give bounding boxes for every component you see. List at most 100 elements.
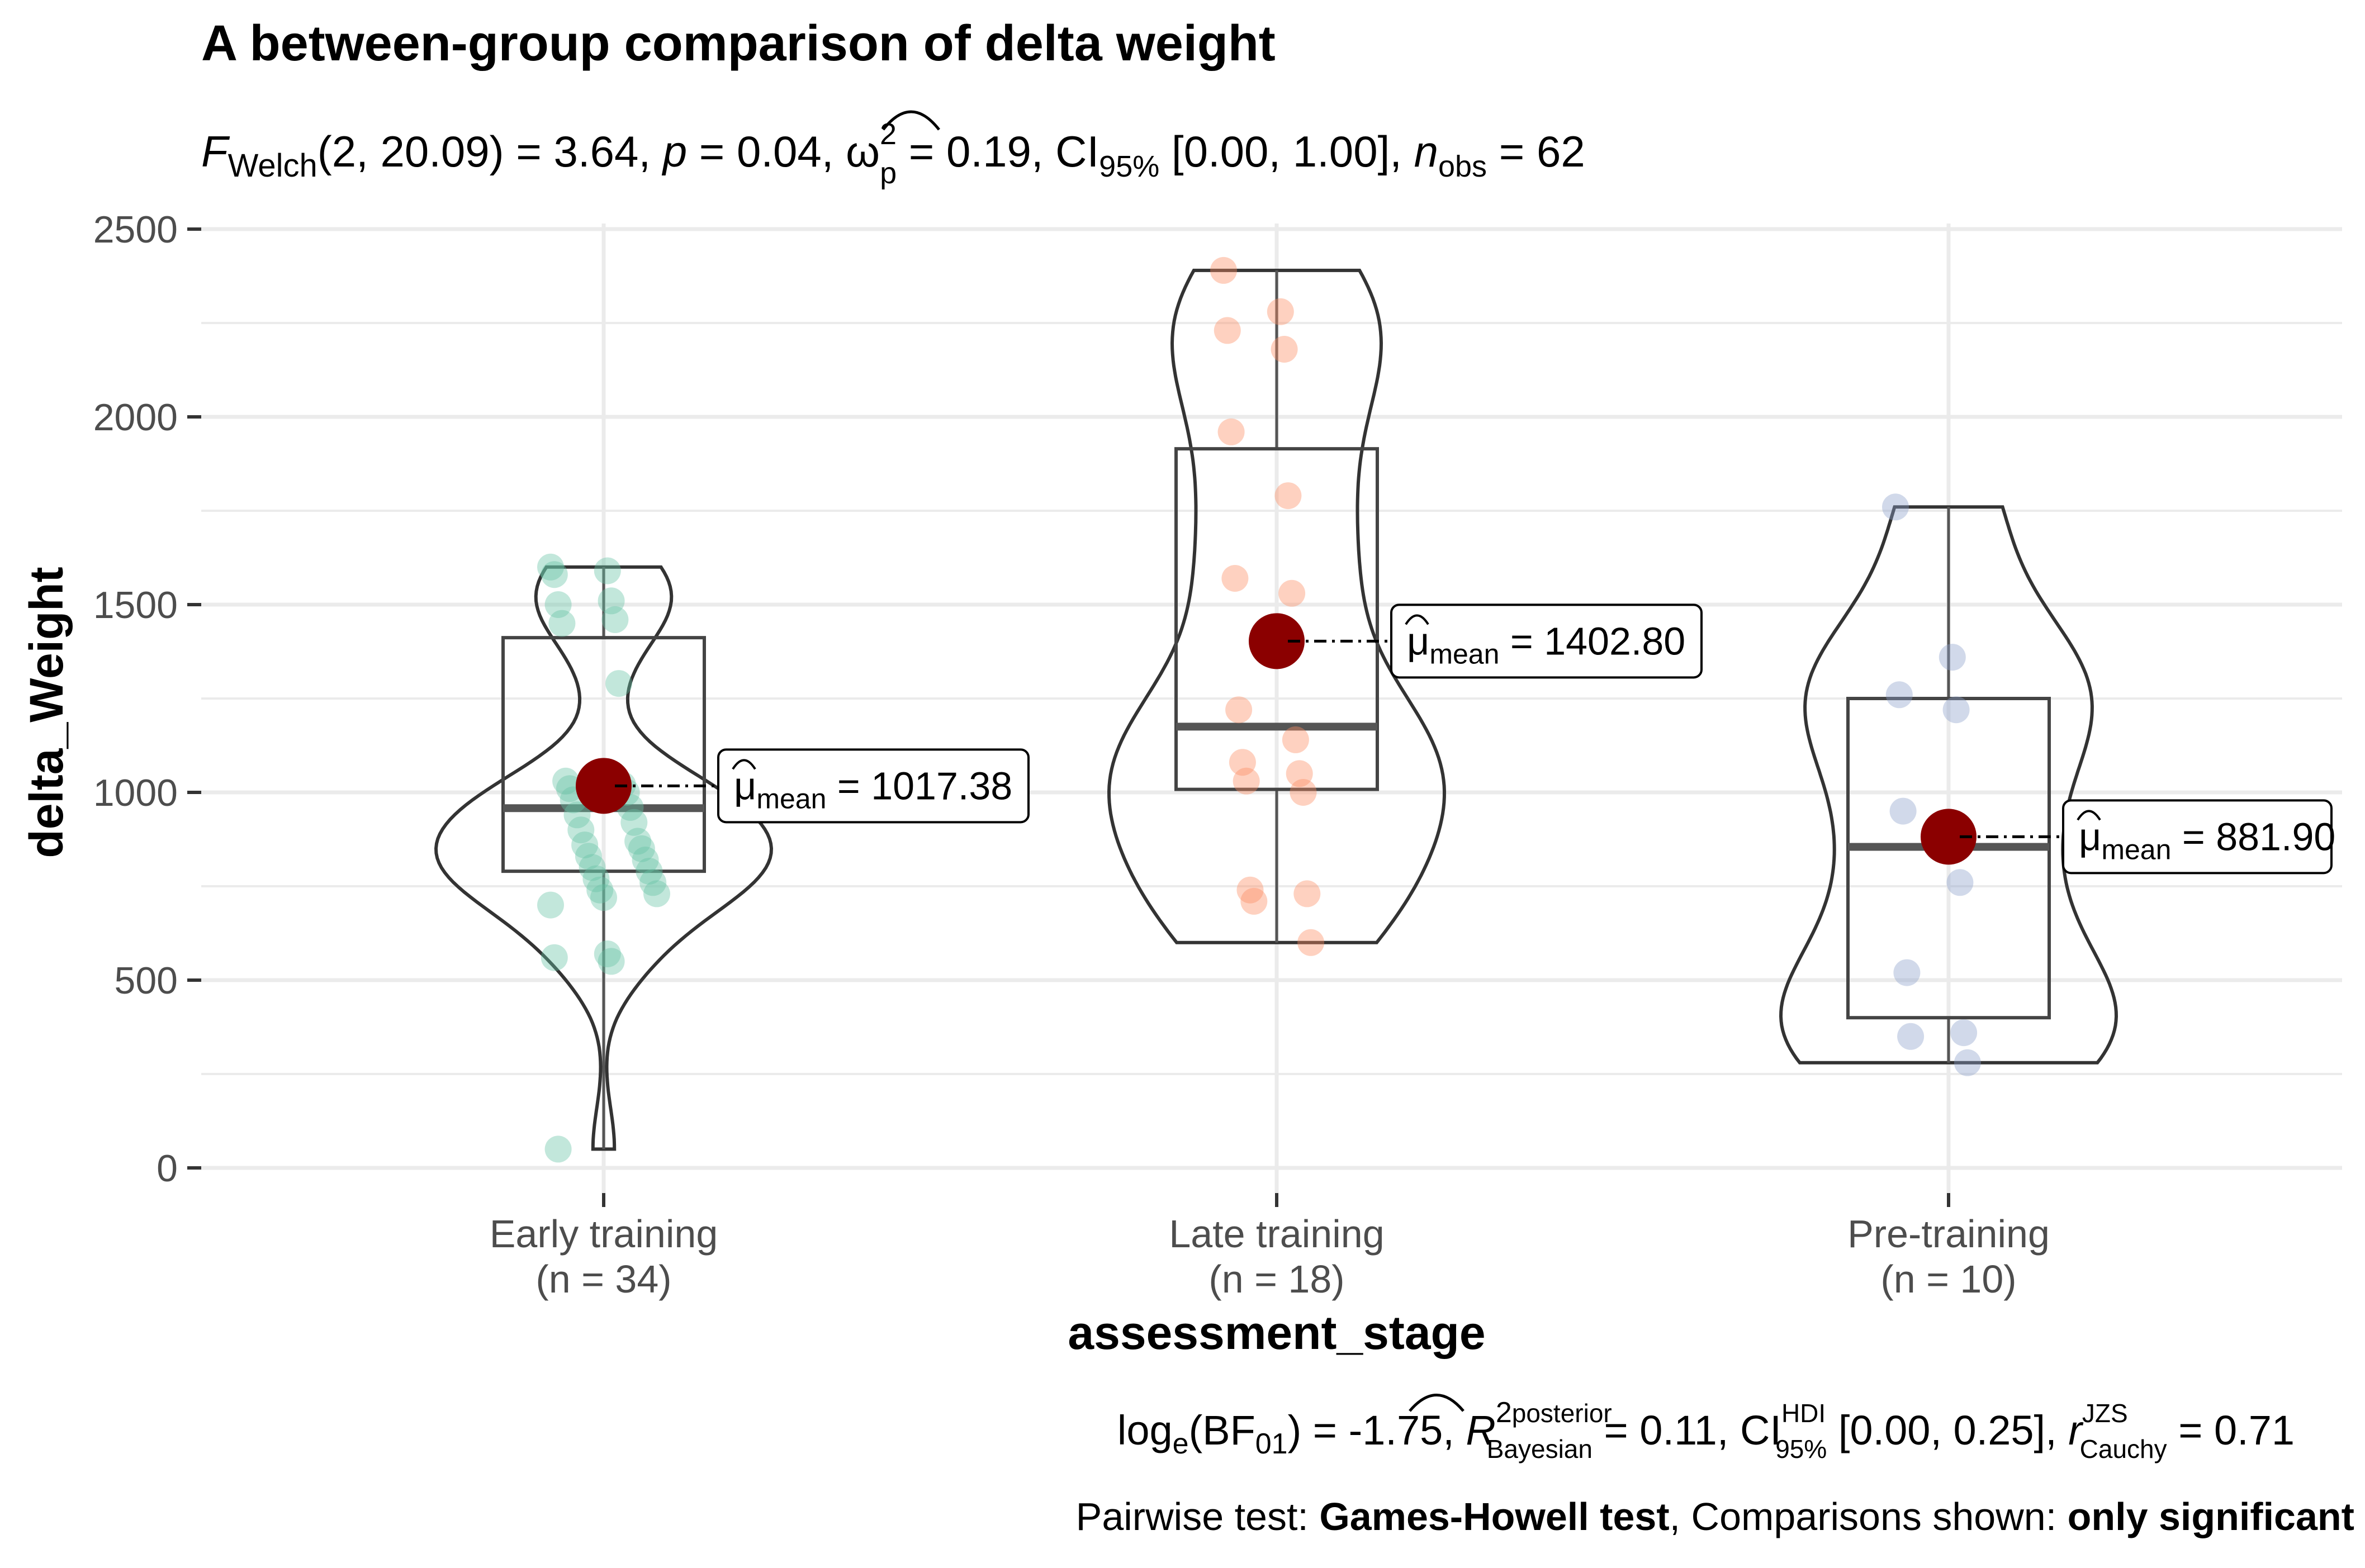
subtitle-df: (2, 20.09) [317,127,504,176]
chart-subtitle: FWelch(2, 20.09) = 3.64, p = 0.04, ω2 p =… [201,117,1585,190]
subtitle-effect-symbol: ω [846,127,880,176]
data-point [1954,1049,1981,1076]
data-point [571,831,599,859]
x-axis: Early training(n = 34)Late training(n = … [490,1193,2050,1301]
data-point [1885,681,1913,709]
caption-r-sup: 2 [1496,1396,1512,1429]
data-point [1236,876,1264,904]
data-point [1240,887,1268,915]
mean-label: μmean = 1402.80 [1407,619,1685,669]
data-point [544,591,572,618]
caption-bf: (BF [1189,1407,1255,1453]
mean-label-symbol: μ [2079,815,2101,858]
data-point [598,587,625,615]
y-tick-label: 2000 [93,396,178,439]
box [501,636,706,873]
chart-title: A between-group comparison of delta weig… [201,16,1276,72]
data-point [563,801,591,829]
data-point [1939,644,1966,671]
data-point [537,891,564,919]
group-early-training: μmean = 1017.38 [434,553,1030,1163]
subtitle-p-value: = 0.04, [687,127,846,176]
data-point [1225,696,1253,724]
caption-rc-sup: JZS [2082,1399,2128,1428]
subtitle-effect-value: = 0.19, CI [897,127,1099,176]
violin [1779,505,2118,1065]
caption-log: log [1117,1407,1173,1453]
caption-r-value: = 0.11, CI [1593,1407,1781,1453]
data-point [1286,760,1313,787]
mean-label-symbol: μ [1407,619,1429,663]
data-point [1271,336,1298,363]
data-point [620,809,648,836]
grid [201,224,2342,1193]
x-tick-count: (n = 18) [1208,1257,1344,1301]
subtitle-ci-sub: 95% [1099,150,1159,183]
data-point [624,828,652,855]
data-point [1229,749,1256,776]
data-point [594,557,621,585]
caption-rc: r [2068,1407,2084,1453]
data-point [1214,317,1241,344]
mean-point [1921,809,1977,865]
mean-label: μmean = 881.90 [2079,815,2335,865]
data-point [628,835,655,862]
mean-label-value: = 1402.80 [1499,619,1685,663]
caption-pairwise-test: Games-Howell test [1319,1495,1669,1538]
y-axis: 0 500 1000 1500 2000 2500 [93,208,201,1190]
data-point [579,854,606,881]
data-point [537,553,564,581]
caption-r-hat [1409,1394,1465,1412]
caption-pairwise: Pairwise test: Games-Howell test, Compar… [1076,1495,2354,1538]
subtitle-n-sub: obs [1438,150,1487,183]
x-tick-label: Pre-training [1847,1212,2050,1256]
caption-bayes: loge(BF01) = -1.75, R2posterior Bayesian … [1117,1396,2295,1464]
subtitle-p-symbol: p [662,127,687,176]
data-point [598,948,625,975]
data-point [639,869,667,896]
data-point [1282,726,1309,753]
data-point [544,1135,572,1163]
subtitle-omega-hat [882,110,940,131]
data-point [590,884,617,911]
subtitle-ci: [0.00, 1.00], [1159,127,1414,176]
data-point [1267,298,1294,325]
data-point [643,880,670,907]
data-point [1290,779,1317,806]
caption-pairwise-prefix: Pairwise test: [1076,1495,1320,1538]
y-tick-label: 1500 [93,584,178,626]
mean-point [1249,613,1305,669]
caption-log-sub: e [1173,1428,1189,1460]
data-point [1293,880,1321,907]
data-point [1950,1019,1978,1047]
data-point [541,561,568,588]
data-point [636,858,663,885]
data-point [1274,482,1302,510]
mean-label-hat [2077,810,2101,821]
mean-label: μmean = 1017.38 [734,764,1012,814]
data-point [1893,959,1921,986]
caption-r-sub: Bayesian [1487,1434,1593,1464]
subtitle-stat-sub: Welch [228,148,317,184]
caption-bf-sub: 01 [1255,1428,1288,1460]
data-point [594,940,621,967]
data-point [1889,797,1917,825]
data-point [1217,418,1245,445]
caption-ci-sup: HDI [1781,1399,1826,1428]
mean-label-sub: mean [2101,834,2171,865]
caption-pairwise-middle: , Comparisons shown: [1670,1495,2068,1538]
caption-rc-value: = 0.71 [2167,1407,2295,1453]
caption-r: R [1466,1407,1495,1453]
violin [1107,268,1447,944]
x-axis-title: assessment_stage [1068,1306,1485,1359]
group-late-training: μmean = 1402.80 [1107,256,1703,956]
data-point [1946,869,1974,896]
violin [434,565,774,1151]
mean-label-hat [732,759,756,770]
x-tick-label: Late training [1169,1212,1384,1256]
mean-point [576,758,632,814]
y-tick-label: 2500 [93,208,178,251]
subtitle-stat: F [201,127,230,176]
